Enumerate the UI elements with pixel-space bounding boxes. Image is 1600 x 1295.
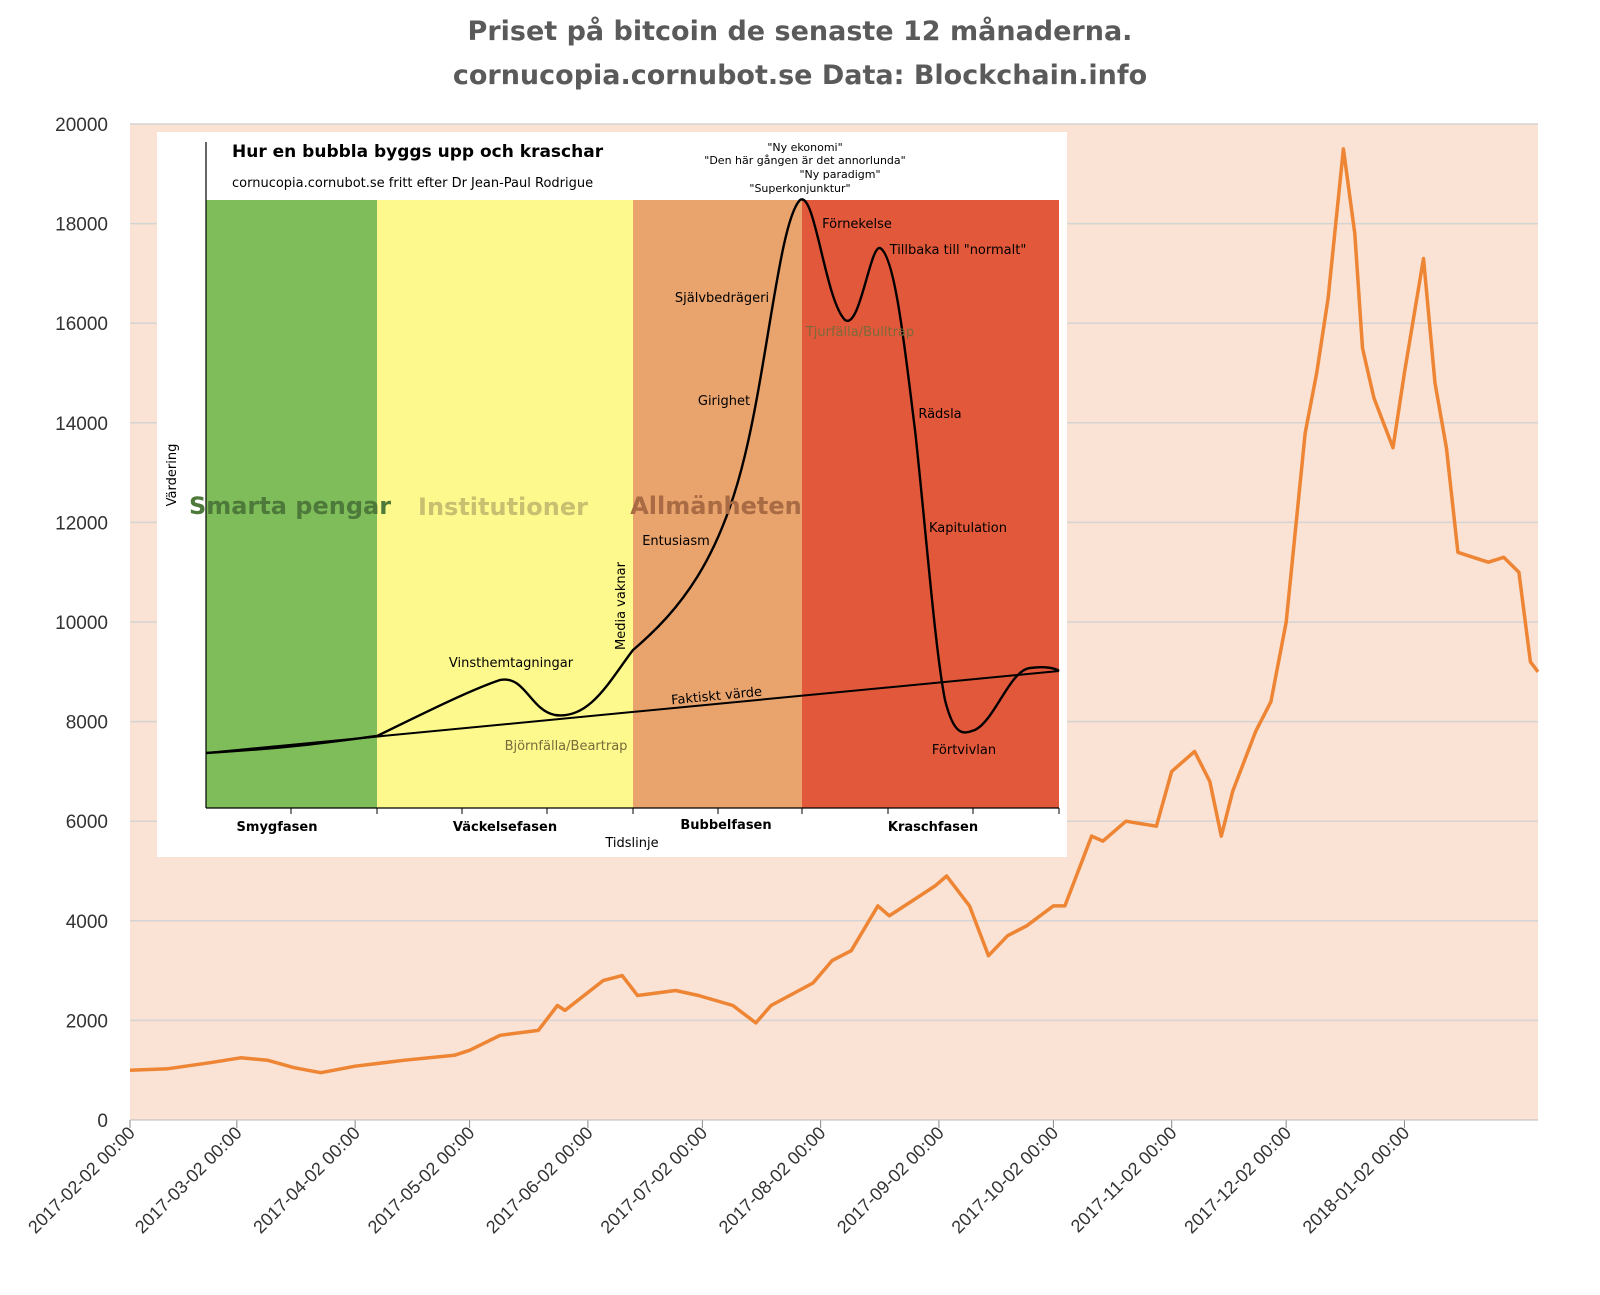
- quote-new-paradigm: "Ny paradigm": [799, 168, 880, 181]
- label-bull-trap: Tjurfälla/Bulltrap: [805, 325, 914, 340]
- x-tick-label: 2017-07-02 00:00: [597, 1123, 712, 1238]
- phase-mania: Bubbelfasen: [680, 818, 771, 833]
- quote-this-time-different: "Den här gången är det annorlunda": [704, 154, 905, 167]
- label-return-to-normal: Tillbaka till "normalt": [889, 243, 1027, 258]
- x-tick-label: 2017-03-02 00:00: [131, 1123, 246, 1238]
- phase-awareness: Väckelsefasen: [453, 820, 557, 835]
- y-tick-label: 20000: [55, 115, 108, 136]
- zone-label-institutions: Institutioner: [418, 493, 588, 521]
- label-greed: Girighet: [698, 394, 750, 409]
- inset-title: Hur en bubbla byggs upp och kraschar: [232, 142, 604, 162]
- inset-subtitle: cornucopia.cornubot.se fritt efter Dr Je…: [232, 176, 593, 191]
- zone-label-public: Allmänheten: [630, 492, 802, 520]
- label-media-awakens: Media vaknar: [614, 561, 629, 650]
- y-axis-ticks: 0 2000 4000 6000 8000 10000 12000 14000 16000 180…: [55, 115, 108, 1132]
- zone-institutions: [377, 200, 633, 808]
- phase-blow-off: Kraschfasen: [888, 820, 978, 835]
- label-capitulation: Kapitulation: [929, 521, 1007, 536]
- y-tick-label: 14000: [55, 414, 108, 435]
- phase-stealth: Smygfasen: [237, 820, 318, 835]
- y-tick-label: 10000: [55, 613, 108, 634]
- label-denial: Förnekelse: [822, 217, 892, 232]
- label-bear-trap: Björnfälla/Beartrap: [505, 739, 628, 754]
- bubble-inset: Hur en bubbla byggs upp och kraschar cor…: [157, 132, 1067, 857]
- x-tick-label: 2017-04-02 00:00: [249, 1123, 364, 1238]
- label-despair: Förtvivlan: [932, 743, 996, 758]
- x-tick-label: 2017-10-02 00:00: [948, 1123, 1063, 1238]
- y-tick-label: 6000: [66, 812, 108, 833]
- x-tick-label: 2017-12-02 00:00: [1180, 1123, 1295, 1238]
- label-fear: Rädsla: [918, 407, 961, 422]
- zone-smart-money: [206, 200, 377, 808]
- inset-y-axis-label: Värdering: [165, 444, 180, 507]
- x-tick-label: 2017-05-02 00:00: [364, 1123, 479, 1238]
- inset-x-axis-label: Tidslinje: [604, 836, 658, 851]
- label-delusion: Självbedrägeri: [675, 291, 769, 306]
- y-tick-label: 0: [97, 1111, 108, 1132]
- x-tick-label: 2017-06-02 00:00: [482, 1123, 597, 1238]
- x-tick-label: 2017-08-02 00:00: [715, 1123, 830, 1238]
- y-tick-label: 4000: [66, 912, 108, 933]
- x-tick-label: 2017-11-02 00:00: [1067, 1123, 1181, 1237]
- zone-crash: [802, 200, 1059, 808]
- x-tick-label: 2018-01-02 00:00: [1299, 1123, 1414, 1238]
- y-tick-label: 2000: [66, 1011, 108, 1032]
- y-tick-label: 12000: [55, 513, 108, 534]
- quote-new-economy: "Ny ekonomi": [767, 141, 842, 154]
- inset-x-ticks: [290, 808, 1060, 814]
- series-line-bitcoin-price: [129, 147, 1540, 1075]
- y-tick-label: 18000: [55, 215, 108, 236]
- chart-title: Priset på bitcoin de senaste 12 månadern…: [0, 10, 1600, 98]
- label-profit-taking: Vinsthemtagningar: [449, 656, 574, 671]
- zone-label-smart-money: Smarta pengar: [189, 492, 391, 520]
- y-tick-label: 8000: [66, 713, 108, 734]
- chart-title-line-1: Priset på bitcoin de senaste 12 månadern…: [467, 16, 1133, 47]
- x-tick-label: 2017-09-02 00:00: [833, 1123, 948, 1238]
- x-tick-label: 2017-02-02 00:00: [24, 1123, 139, 1238]
- label-enthusiasm: Entusiasm: [642, 534, 710, 549]
- chart-subtitle: cornucopia.cornubot.se Data: Blockchain.…: [452, 60, 1148, 91]
- y-tick-label: 16000: [55, 314, 108, 335]
- bubble-curve: [205, 198, 1060, 755]
- quote-superkonjunktur: "Superkonjunktur": [749, 182, 850, 195]
